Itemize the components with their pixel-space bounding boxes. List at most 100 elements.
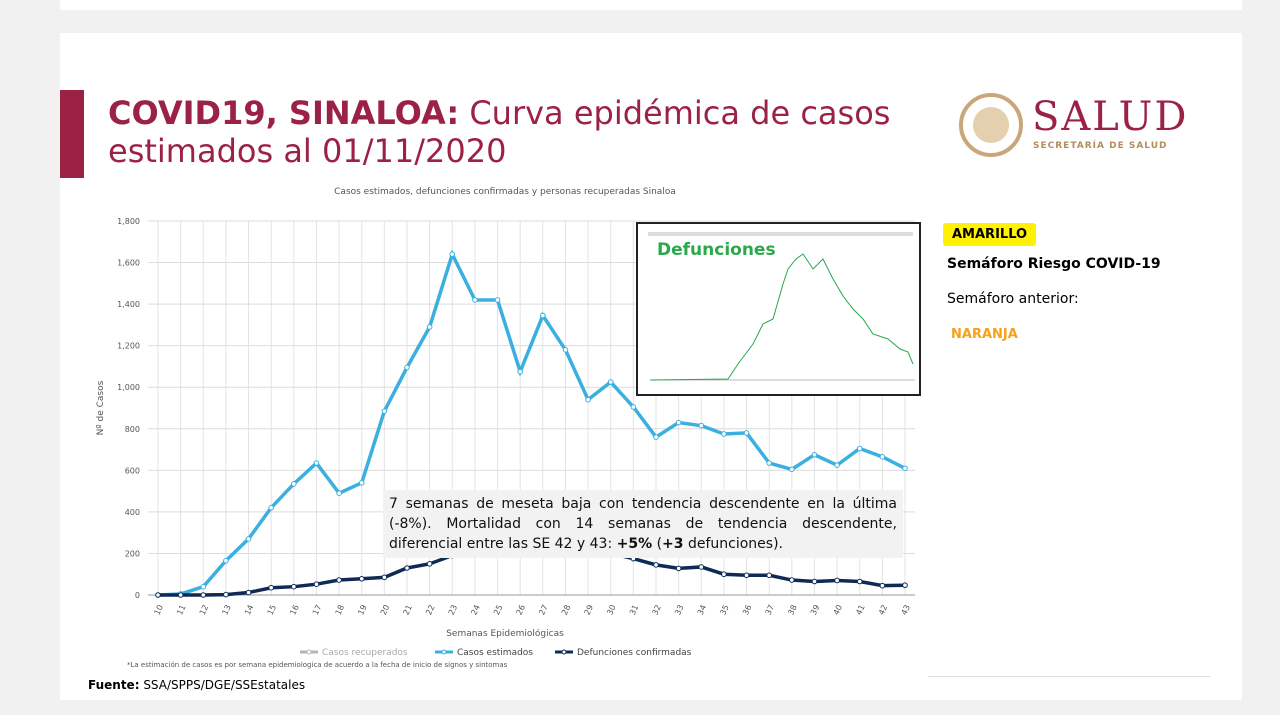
y-tick-label: 400 xyxy=(125,508,140,517)
point xyxy=(200,592,207,598)
x-tick-label: 33 xyxy=(673,603,685,616)
note-text: ( xyxy=(652,536,663,552)
x-tick-label: 39 xyxy=(809,603,821,616)
point xyxy=(336,577,342,583)
legend: Casos recuperados Casos estimados Defuncio… xyxy=(300,648,692,658)
point xyxy=(313,460,320,466)
x-tick-label: 41 xyxy=(854,603,866,616)
point xyxy=(698,564,705,570)
x-tick-label: 11 xyxy=(175,603,187,616)
point xyxy=(721,571,727,578)
note-box: 7 semanas de meseta baja con tendencia d… xyxy=(383,490,903,558)
note-bold: +5% xyxy=(616,536,653,552)
note-bold: +3 xyxy=(662,536,684,552)
point xyxy=(404,565,410,571)
point xyxy=(562,347,569,353)
point xyxy=(494,297,501,303)
point xyxy=(336,490,342,496)
x-tick-label: 38 xyxy=(786,603,798,616)
point xyxy=(766,460,772,466)
x-tick-label: 31 xyxy=(628,603,640,616)
point xyxy=(268,504,274,511)
point xyxy=(472,297,478,303)
legend-label: Defunciones confirmadas xyxy=(577,648,692,658)
y-tick-label: 200 xyxy=(125,549,140,558)
point xyxy=(268,584,274,591)
title-bold: COVID19, SINALOA: xyxy=(108,94,460,132)
point xyxy=(155,592,161,598)
x-tick-label: 12 xyxy=(198,603,210,616)
y-axis-label: Nº de Casos xyxy=(96,380,106,435)
point xyxy=(404,364,410,371)
inset-chart: Defunciones xyxy=(636,222,921,396)
x-tick-label: 23 xyxy=(447,603,459,616)
point xyxy=(811,451,818,458)
x-tick-label: 42 xyxy=(877,603,889,616)
legend-marker xyxy=(441,649,447,655)
point xyxy=(607,379,614,385)
logo-subtext: SECRETARÍA DE SALUD xyxy=(1033,141,1168,151)
x-tick-label: 10 xyxy=(153,603,165,616)
point xyxy=(789,466,795,473)
point xyxy=(358,575,365,582)
semaforo-label: Semáforo Riesgo COVID-19 xyxy=(947,256,1161,272)
point xyxy=(902,465,908,472)
point xyxy=(811,578,818,585)
point xyxy=(879,582,886,589)
x-tick-label: 17 xyxy=(311,603,323,616)
x-tick-label: 19 xyxy=(356,603,368,616)
legend-marker xyxy=(561,649,567,655)
source: Fuente: SSA/SPPS/DGE/SSEstatales xyxy=(88,678,305,692)
y-tick-label: 1,400 xyxy=(117,300,140,309)
note-text: defunciones). xyxy=(683,536,784,552)
point xyxy=(426,561,433,567)
source-text: SSA/SPPS/DGE/SSEstatales xyxy=(139,678,306,692)
point xyxy=(743,572,750,579)
x-tick-label: 25 xyxy=(492,603,504,616)
divider xyxy=(928,676,1210,677)
x-tick-label: 26 xyxy=(515,603,527,616)
point xyxy=(789,577,795,583)
point xyxy=(245,536,252,542)
x-tick-label: 16 xyxy=(288,603,300,616)
point xyxy=(698,422,705,429)
point xyxy=(245,589,252,596)
point xyxy=(834,577,840,584)
point xyxy=(879,454,886,460)
y-tick-label: 0 xyxy=(135,591,140,600)
y-tick-label: 1,200 xyxy=(117,342,140,351)
note-text: 7 semanas de meseta baja con tendencia d… xyxy=(389,496,897,552)
point xyxy=(177,592,184,598)
point xyxy=(902,582,908,589)
x-tick-label: 37 xyxy=(764,603,776,616)
point xyxy=(223,591,229,598)
title-rest: Curva epidémica de casos estimados al 01… xyxy=(108,94,891,170)
x-tick-label: 40 xyxy=(832,603,844,616)
legend-marker xyxy=(306,649,312,655)
point xyxy=(449,251,456,258)
footnote: *La estimación de casos es por semana ep… xyxy=(127,661,508,669)
point xyxy=(675,419,682,426)
point xyxy=(426,324,433,330)
y-tick-label: 1,600 xyxy=(117,259,140,268)
x-tick-label: 24 xyxy=(469,603,481,616)
point xyxy=(358,480,365,486)
point xyxy=(540,312,546,319)
logo-seal xyxy=(959,93,1023,157)
legend-label: Casos estimados xyxy=(457,648,533,658)
point xyxy=(653,562,659,568)
point xyxy=(381,574,388,581)
inset-title: Defunciones xyxy=(657,240,776,260)
semaforo-previous: NARANJA xyxy=(951,327,1018,342)
point xyxy=(517,368,523,375)
point xyxy=(381,408,388,414)
x-tick-label: 20 xyxy=(379,603,391,616)
legend-label: Casos recuperados xyxy=(322,648,408,658)
inset-sketch xyxy=(648,232,915,381)
x-tick-label: 34 xyxy=(696,603,708,616)
point xyxy=(291,583,297,590)
point xyxy=(675,565,682,572)
x-tick-label: 28 xyxy=(560,603,572,616)
